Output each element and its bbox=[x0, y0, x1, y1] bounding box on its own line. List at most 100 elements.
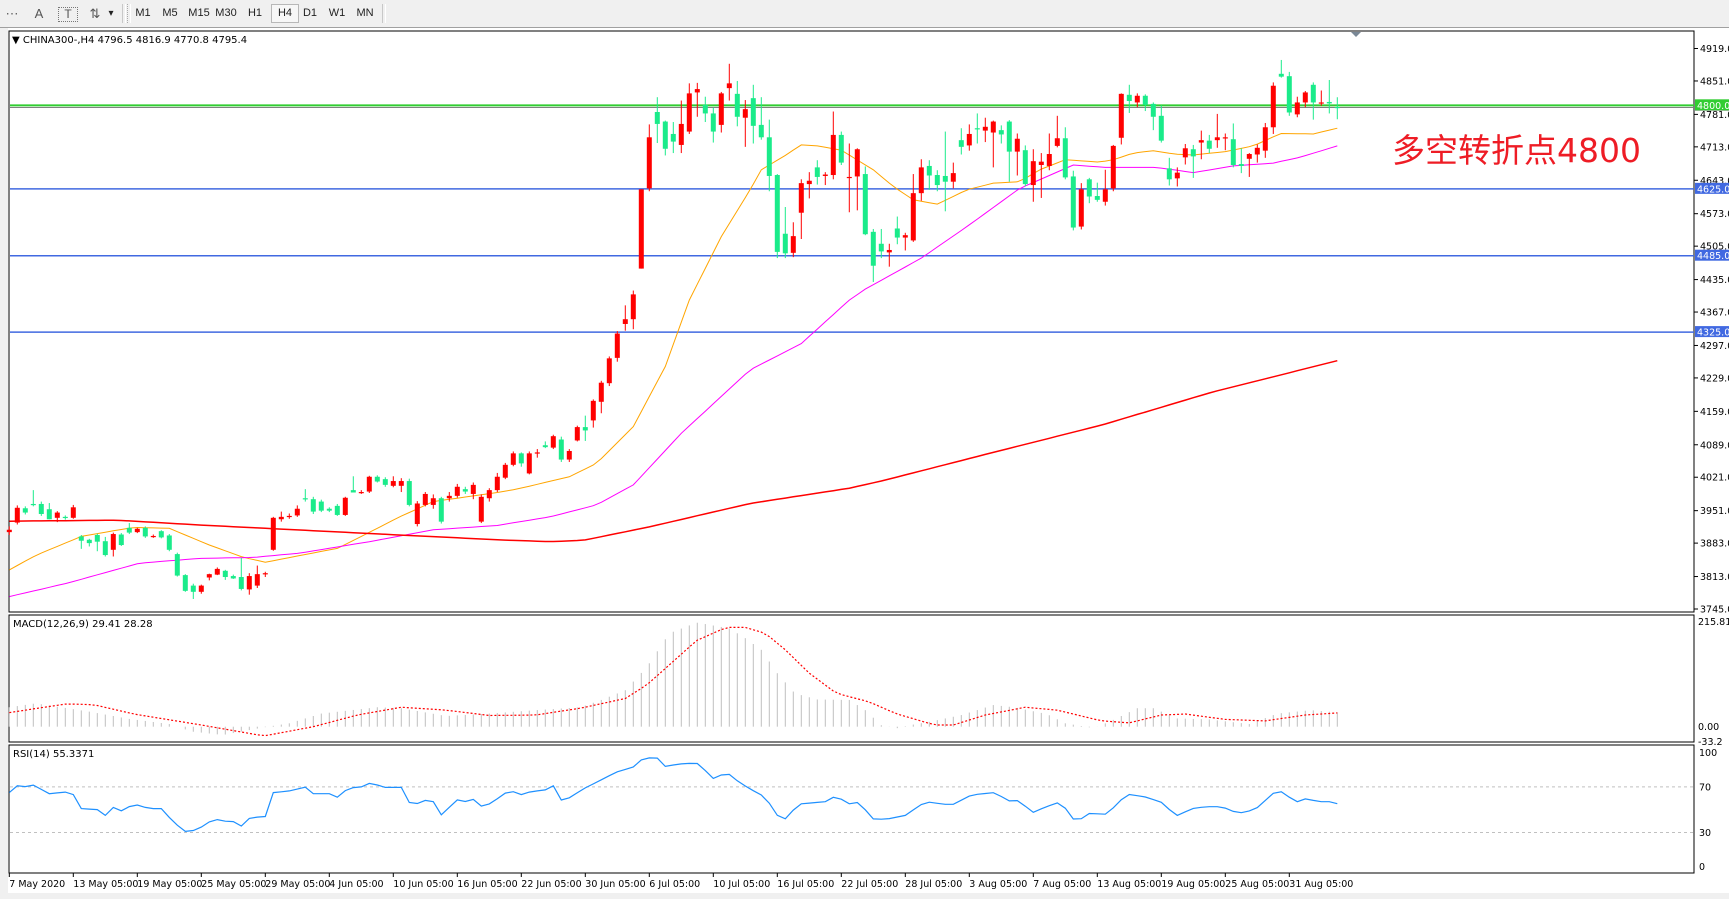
candle bbox=[774, 174, 780, 259]
toolbar-separator bbox=[122, 4, 126, 23]
price-tick-label: 4297.0 bbox=[1700, 341, 1729, 352]
candle bbox=[478, 494, 484, 524]
candle bbox=[534, 449, 540, 458]
candle bbox=[726, 63, 732, 101]
timeframe-m15[interactable]: M15 bbox=[188, 7, 210, 19]
candle bbox=[958, 128, 964, 155]
price-tick-label: 4781.0 bbox=[1700, 110, 1729, 121]
main-pane[interactable] bbox=[8, 30, 1695, 613]
candle-body bbox=[310, 499, 316, 512]
text-tool-icon[interactable]: A bbox=[34, 6, 44, 21]
candle-body bbox=[566, 450, 572, 460]
candle bbox=[998, 125, 1004, 144]
text-label-tool-icon[interactable]: T bbox=[58, 7, 78, 22]
candle bbox=[1102, 169, 1108, 206]
price-tick-label: 4229.0 bbox=[1700, 373, 1729, 384]
timeframe-h1[interactable]: H1 bbox=[247, 7, 263, 19]
candle-body bbox=[78, 536, 84, 541]
candle bbox=[598, 380, 604, 414]
timeframe-h4[interactable]: H4 bbox=[271, 4, 299, 23]
candle-body bbox=[1246, 154, 1252, 159]
timeframe-m5[interactable]: M5 bbox=[162, 7, 178, 19]
candle bbox=[174, 552, 180, 577]
macd-label: MACD(12,26,9) 29.41 28.28 bbox=[13, 619, 153, 630]
rsi-pane[interactable] bbox=[8, 744, 1695, 874]
price-tick-label: 4021.0 bbox=[1700, 473, 1729, 484]
candle-body bbox=[222, 570, 228, 578]
candle-body bbox=[1174, 172, 1180, 179]
candle-body bbox=[766, 137, 772, 176]
candle bbox=[46, 503, 52, 520]
candle-body bbox=[22, 508, 28, 513]
rsi-line bbox=[8, 757, 1338, 833]
price-tick-label: 4159.0 bbox=[1700, 407, 1729, 418]
candle-body bbox=[414, 503, 420, 525]
candle bbox=[78, 534, 84, 549]
candle bbox=[1246, 153, 1252, 177]
timeframe-m30[interactable]: M30 bbox=[215, 7, 237, 19]
candle-body bbox=[286, 515, 292, 518]
candle-body bbox=[326, 508, 332, 511]
candle-body bbox=[686, 93, 692, 132]
candle-body bbox=[1230, 139, 1236, 165]
candle bbox=[1214, 113, 1220, 148]
time-tick-label: 19 May 05:00 bbox=[137, 879, 202, 890]
rsi-tick-label: 0 bbox=[1699, 862, 1705, 873]
macd-pane[interactable] bbox=[8, 614, 1695, 743]
candle-body bbox=[318, 501, 324, 511]
candle bbox=[942, 131, 948, 212]
time-tick-label: 25 May 05:00 bbox=[201, 879, 266, 890]
candle bbox=[430, 494, 436, 509]
candle-body bbox=[798, 183, 804, 213]
candle-body bbox=[814, 167, 820, 177]
level-price-label-bg bbox=[1695, 326, 1729, 338]
candle-body bbox=[1326, 101, 1332, 104]
chart-shift-marker-icon[interactable] bbox=[1351, 32, 1361, 37]
candle-body bbox=[630, 294, 636, 320]
time-tick-label: 7 Aug 05:00 bbox=[1033, 879, 1091, 890]
time-tick-label: 31 Aug 05:00 bbox=[1289, 879, 1353, 890]
candle bbox=[750, 84, 756, 144]
candle bbox=[742, 100, 748, 147]
candle-body bbox=[398, 481, 404, 486]
candle-body bbox=[1294, 102, 1300, 115]
candle bbox=[902, 232, 908, 251]
candle-body bbox=[230, 576, 236, 579]
period-separator-icon[interactable]: ⋯ bbox=[5, 6, 19, 21]
candle bbox=[950, 162, 956, 189]
candle bbox=[38, 501, 44, 516]
candle-body bbox=[366, 476, 372, 492]
candle bbox=[830, 111, 836, 180]
timeframe-d1[interactable]: D1 bbox=[302, 7, 318, 19]
price-tick-label: 3813.0 bbox=[1700, 572, 1729, 583]
candle bbox=[1118, 93, 1124, 145]
candle bbox=[710, 107, 716, 143]
candle-body bbox=[862, 174, 868, 235]
candle bbox=[1070, 170, 1076, 231]
candle bbox=[30, 490, 36, 507]
timeframe-mn[interactable]: MN bbox=[356, 7, 374, 19]
candle-body bbox=[934, 175, 940, 186]
candle bbox=[1158, 105, 1164, 143]
arrows-tool-icon[interactable]: ⇅ bbox=[89, 6, 101, 21]
chevron-down-icon[interactable]: ▾ bbox=[108, 8, 114, 19]
candle-body bbox=[878, 243, 884, 252]
toolbar-grip[interactable] bbox=[127, 4, 131, 23]
candle bbox=[1230, 123, 1236, 168]
timeframe-m1[interactable]: M1 bbox=[135, 7, 151, 19]
candle bbox=[518, 452, 524, 467]
candle bbox=[262, 571, 268, 578]
candle bbox=[62, 515, 68, 520]
candle bbox=[814, 160, 820, 185]
candle bbox=[1254, 144, 1260, 163]
candle-body bbox=[238, 577, 244, 589]
candle-body bbox=[14, 507, 20, 523]
candle bbox=[54, 511, 60, 523]
candle bbox=[102, 536, 108, 557]
candle-body bbox=[670, 133, 676, 142]
candle bbox=[502, 462, 508, 480]
candle-body bbox=[382, 479, 388, 485]
timeframe-w1[interactable]: W1 bbox=[328, 7, 346, 19]
candle bbox=[462, 486, 468, 494]
